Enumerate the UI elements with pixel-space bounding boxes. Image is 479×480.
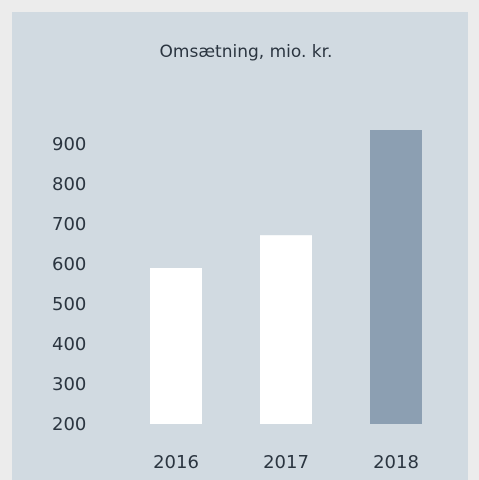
- y-tick-label: 400: [52, 334, 86, 355]
- x-tick-label: 2016: [153, 452, 199, 473]
- x-tick-label: 2018: [373, 452, 419, 473]
- y-tick-label: 600: [52, 254, 86, 275]
- y-tick-label: 800: [52, 174, 86, 195]
- bar: [370, 130, 422, 424]
- y-tick-label: 500: [52, 294, 86, 315]
- chart-title: Omsætning, mio. kr.: [160, 42, 333, 62]
- bar: [150, 268, 202, 424]
- y-tick-label: 300: [52, 374, 86, 395]
- y-tick-label: 900: [52, 134, 86, 155]
- bar: [260, 235, 312, 424]
- y-tick-label: 700: [52, 214, 86, 235]
- x-tick-label: 2017: [263, 452, 309, 473]
- y-tick-label: 200: [52, 414, 86, 435]
